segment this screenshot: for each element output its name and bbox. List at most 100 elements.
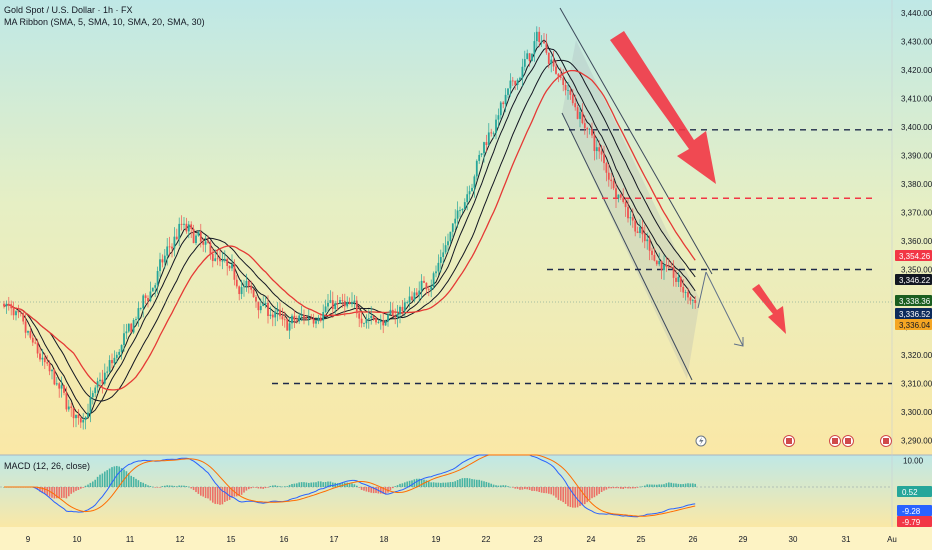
macd-histogram-bar: [384, 487, 387, 495]
candle-body: [471, 187, 473, 192]
candle-body: [526, 53, 529, 60]
candle-body: [267, 302, 269, 317]
candle-body: [147, 298, 149, 302]
ma-ribbon-legend[interactable]: MA Ribbon (SMA, 5, SMA, 10, SMA, 20, SMA…: [4, 17, 205, 27]
candle-body: [595, 147, 598, 152]
candle-body: [209, 242, 212, 254]
time-tick-label: 23: [534, 535, 543, 544]
small-red-arrow[interactable]: [752, 284, 786, 334]
macd-histogram-bar: [356, 485, 358, 487]
channel-upper-line[interactable]: [559, 7, 713, 275]
time-tick-label: 11: [126, 535, 135, 544]
event-icons[interactable]: [695, 435, 892, 447]
candle-body: [343, 300, 346, 307]
price-axis[interactable]: 3,440.00 3,430.00 3,420.00 3,410.00 3,400.00…: [901, 9, 932, 446]
price-tick-label: 3,360.00: [901, 237, 932, 246]
lightning-icon[interactable]: [695, 435, 707, 447]
macd-histogram-bar: [663, 484, 665, 487]
annotation-arrows[interactable]: [610, 31, 786, 334]
candle-body: [629, 217, 632, 219]
candle-body: [682, 286, 685, 293]
price-tick-label: 3,310.00: [901, 380, 932, 389]
macd-histogram-bar: [684, 483, 687, 487]
candle-body: [401, 306, 404, 312]
candle-body: [363, 323, 365, 325]
time-tick-label: 9: [26, 535, 31, 544]
macd-histogram-bar: [514, 487, 516, 489]
macd-histogram-bar: [574, 487, 576, 508]
macd-histogram-bar: [478, 479, 480, 487]
macd-histogram-bar: [257, 487, 260, 489]
macd-histogram-bar: [46, 487, 48, 496]
candle-body: [329, 300, 332, 303]
macd-histogram-bar: [286, 486, 288, 487]
macd-histogram-bar: [63, 487, 65, 498]
candle-body: [687, 292, 689, 298]
candle-body: [324, 306, 327, 312]
candle-body: [643, 234, 646, 242]
candle-body: [264, 302, 267, 304]
candle-body: [149, 291, 152, 302]
macd-histogram-bar: [274, 485, 276, 487]
candle-body: [286, 319, 289, 331]
macd-histogram-bar: [581, 487, 584, 506]
candle-body: [449, 231, 452, 242]
macd-histogram-bar: [240, 487, 243, 495]
candle-body: [420, 280, 423, 291]
macd-histogram-bar: [149, 485, 152, 487]
candle-body: [178, 223, 181, 240]
candle-body: [468, 191, 471, 195]
symbol-legend[interactable]: Gold Spot / U.S. Dollar · 1h · FX: [4, 5, 133, 15]
channel-lower-line[interactable]: [561, 112, 693, 381]
macd-histogram-bar: [324, 481, 327, 487]
candle-body: [10, 304, 13, 309]
calendar-event-icon[interactable]: [880, 435, 892, 447]
candle-body: [519, 77, 521, 80]
candle-body: [437, 262, 440, 272]
candle-body: [303, 315, 305, 318]
macd-histogram-bar: [317, 481, 320, 487]
big-red-arrow[interactable]: [610, 31, 716, 184]
macd-histogram-bar: [572, 487, 574, 508]
macd-histogram-bar: [564, 487, 567, 504]
macd-histogram-bar: [555, 487, 557, 498]
candle-body: [379, 320, 382, 323]
candle-body: [576, 107, 579, 119]
macd-histogram-bar: [264, 487, 267, 489]
macd-histogram-bar: [245, 487, 248, 491]
calendar-event-icon[interactable]: [783, 435, 795, 447]
horizontal-levels[interactable]: [272, 129, 892, 385]
candle-body: [672, 267, 675, 278]
price-tick-label: 3,390.00: [901, 152, 932, 161]
macd-line: [4, 454, 696, 518]
macd-histogram-bar: [483, 481, 485, 487]
candle-body: [485, 142, 488, 146]
macd-histogram-bar: [336, 483, 339, 487]
candle-body: [259, 306, 262, 311]
macd-histogram-bar: [332, 482, 334, 487]
macd-histogram-bar: [632, 487, 634, 489]
macd-histogram-bar: [634, 487, 636, 489]
calendar-event-icon[interactable]: [842, 435, 854, 447]
calendar-event-icon[interactable]: [829, 435, 841, 447]
candle-body: [533, 41, 536, 54]
candle-body: [65, 392, 68, 410]
macd-histogram-bar: [603, 487, 605, 491]
macd-histogram-bar: [428, 481, 430, 487]
candle-body: [600, 151, 603, 155]
time-axis[interactable]: 9 10 11 12 15 16 17 18 19 22 23 24 25 26 29 30 31 Au: [26, 535, 897, 544]
macd-axis[interactable]: 10.00-10.000.52-9.28-9.79: [897, 456, 932, 527]
candle-body: [538, 31, 541, 42]
candle-body: [257, 301, 260, 311]
time-tick-label: 19: [432, 535, 441, 544]
macd-histogram-bar: [576, 487, 579, 508]
candle-body: [459, 210, 461, 212]
candle-body: [564, 84, 567, 91]
price-badge: [895, 274, 932, 285]
macd-histogram-bar: [296, 483, 298, 487]
projection-line-down[interactable]: [705, 271, 744, 347]
candle-body: [514, 80, 517, 85]
macd-legend[interactable]: MACD (12, 26, close): [4, 461, 91, 471]
candle-body: [691, 300, 694, 301]
